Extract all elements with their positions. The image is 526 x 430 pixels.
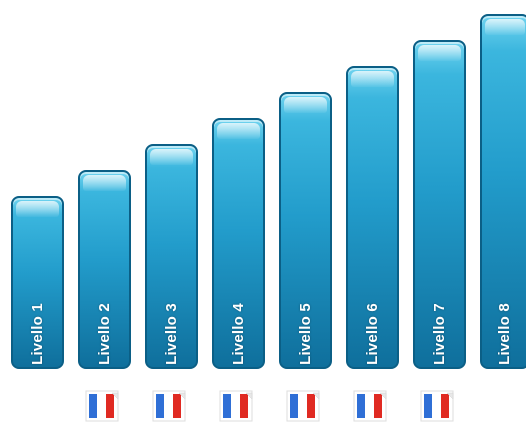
level-6-bar[interactable]: Livello 6 <box>346 66 399 369</box>
level-7-label: Livello 7 <box>430 303 448 365</box>
level-4-label: Livello 4 <box>229 303 247 365</box>
french-flag-icon[interactable] <box>85 389 119 423</box>
level-4-bar[interactable]: Livello 4 <box>212 118 265 369</box>
level-3-bar[interactable]: Livello 3 <box>145 144 198 369</box>
level-5-label: Livello 5 <box>296 303 314 365</box>
level-3-label: Livello 3 <box>162 303 180 365</box>
level-8-bar[interactable]: Livello 8 <box>480 14 526 369</box>
level-2-bar[interactable]: Livello 2 <box>78 170 131 369</box>
level-7-bar[interactable]: Livello 7 <box>413 40 466 369</box>
level-1-label: Livello 1 <box>28 303 46 365</box>
french-flag-icon[interactable] <box>286 389 320 423</box>
french-flag-icon[interactable] <box>152 389 186 423</box>
french-flag-icon[interactable] <box>420 389 454 423</box>
level-1-bar[interactable]: Livello 1 <box>11 196 64 369</box>
level-2-label: Livello 2 <box>95 303 113 365</box>
level-6-label: Livello 6 <box>363 303 381 365</box>
level-5-bar[interactable]: Livello 5 <box>279 92 332 369</box>
level-8-label: Livello 8 <box>496 303 513 365</box>
french-flag-icon[interactable] <box>353 389 387 423</box>
french-flag-icon[interactable] <box>219 389 253 423</box>
